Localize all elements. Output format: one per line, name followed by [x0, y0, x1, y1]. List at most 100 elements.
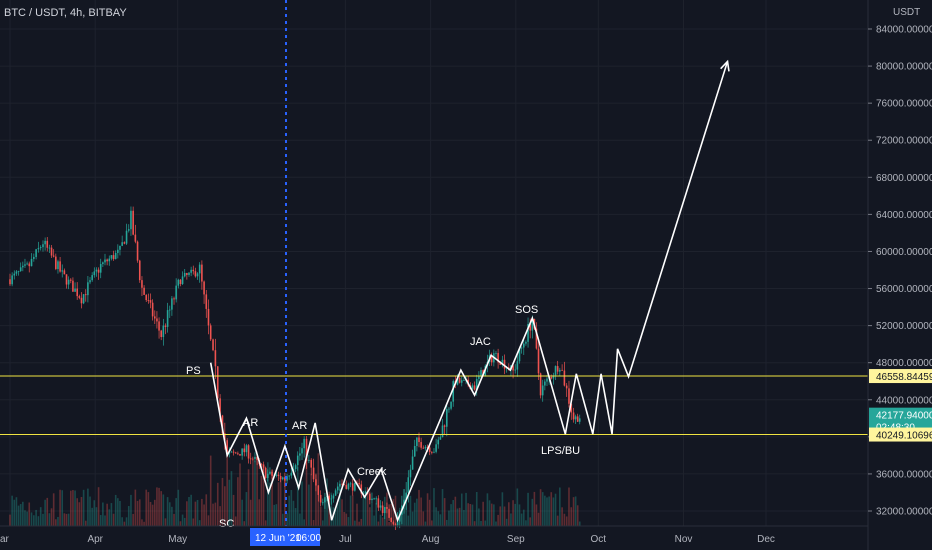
- volume-bar: [221, 477, 224, 526]
- volume-bar: [203, 504, 205, 526]
- candle-body: [149, 300, 152, 303]
- candle-body: [50, 247, 53, 256]
- time-axis[interactable]: ar Apr May Jul Aug Sep Oct Nov Dec: [0, 525, 868, 545]
- candle-body: [279, 475, 282, 480]
- candle-body: [99, 264, 102, 273]
- volume-bar: [198, 520, 201, 526]
- candle-body: [565, 385, 568, 389]
- volume-bar: [341, 499, 343, 526]
- price-axis[interactable]: 32000.00000036000.00000040000.0000004400…: [867, 0, 932, 550]
- price-tick-label: 72000.000000: [876, 136, 932, 147]
- volume-bar: [168, 502, 171, 526]
- candle-body: [443, 425, 446, 427]
- volume-bar: [525, 520, 527, 526]
- candle-body: [158, 321, 160, 331]
- candle-body: [63, 270, 66, 275]
- projection-path[interactable]: [209, 59, 730, 523]
- price-tick-label: 80000.000000: [876, 62, 932, 73]
- annotations[interactable]: PS AR SC AR Creek JAC SOS LPS/BU: [186, 304, 580, 530]
- annotation-label[interactable]: JAC: [470, 336, 491, 348]
- volume-bar: [108, 509, 111, 526]
- volume-bar: [351, 495, 354, 526]
- candle-body: [52, 255, 55, 257]
- candle-body: [35, 249, 37, 257]
- price-badge-label: 40249.106967: [876, 431, 932, 442]
- volume-bar: [565, 516, 568, 526]
- volume-bar: [196, 499, 199, 526]
- candle-body: [411, 456, 414, 470]
- volume-bar: [362, 498, 365, 526]
- candle-body: [37, 248, 40, 250]
- candle-body: [230, 451, 233, 453]
- annotation-label[interactable]: AR: [292, 420, 307, 432]
- candle-body: [319, 494, 322, 503]
- candle-body: [194, 271, 197, 277]
- annotation-label[interactable]: AR: [243, 417, 258, 429]
- candle-body: [520, 347, 523, 349]
- volume-bar: [15, 497, 18, 526]
- projection-line[interactable]: [209, 61, 729, 523]
- candle-body: [209, 325, 212, 340]
- candle-body: [219, 398, 221, 416]
- price-badge[interactable]: [869, 369, 932, 384]
- volume-bar: [469, 503, 472, 526]
- volume-bar: [205, 494, 208, 526]
- volume-bar: [574, 496, 577, 526]
- volume-bar: [65, 513, 68, 526]
- candle-body: [392, 521, 395, 525]
- volume-bar: [539, 489, 542, 526]
- volume-bar: [516, 488, 519, 526]
- price-unit-label: USDT: [893, 7, 920, 18]
- volume-bar: [456, 508, 459, 526]
- volume-bar: [153, 499, 156, 526]
- candle-body: [15, 271, 18, 274]
- volume-bar: [234, 516, 237, 526]
- volume-bar: [480, 520, 482, 526]
- candle-body: [349, 483, 352, 485]
- annotation-label[interactable]: PS: [186, 365, 201, 377]
- candle-body: [503, 359, 506, 369]
- candle-body: [241, 448, 243, 456]
- candle-body: [26, 263, 28, 265]
- candle-body: [328, 495, 330, 500]
- annotation-label[interactable]: SOS: [515, 304, 538, 316]
- volume-bar: [522, 509, 525, 526]
- candle-body: [512, 365, 514, 371]
- volume-bar: [216, 482, 219, 526]
- price-badge[interactable]: [869, 427, 932, 442]
- volume-bar: [299, 513, 301, 526]
- candle-body: [561, 369, 563, 371]
- volume-bar: [52, 493, 55, 526]
- annotation-label[interactable]: SC: [219, 518, 234, 530]
- candle-body: [65, 274, 68, 285]
- candle-body: [301, 448, 303, 454]
- volume-bar: [188, 496, 190, 526]
- annotation-label[interactable]: LPS/BU: [541, 445, 580, 457]
- candle-body: [339, 483, 341, 487]
- candle-body: [377, 498, 380, 508]
- volume-bar: [125, 517, 128, 526]
- volume-bar: [296, 467, 299, 526]
- candle-body: [308, 459, 310, 461]
- candle-body: [153, 316, 156, 319]
- volume-bar: [531, 498, 534, 526]
- annotation-label[interactable]: Creek: [357, 466, 387, 478]
- volume-bar: [30, 512, 33, 526]
- volume-bar: [541, 492, 544, 526]
- candle-body: [518, 348, 521, 362]
- volume-bar: [413, 502, 416, 526]
- volume-bar: [106, 503, 108, 526]
- volume-bar: [181, 514, 184, 526]
- price-tick-label: 52000.000000: [876, 321, 932, 332]
- volume-bar: [568, 487, 570, 526]
- volume-bar: [450, 504, 452, 526]
- volume-bar: [76, 498, 78, 526]
- crosshair-date-badge: [250, 528, 320, 546]
- volume-bar: [232, 494, 235, 526]
- candle-body: [121, 242, 123, 246]
- volume-bar: [237, 477, 239, 526]
- candle-body: [559, 369, 561, 372]
- volume-bar: [13, 499, 16, 526]
- candle-body: [345, 485, 348, 489]
